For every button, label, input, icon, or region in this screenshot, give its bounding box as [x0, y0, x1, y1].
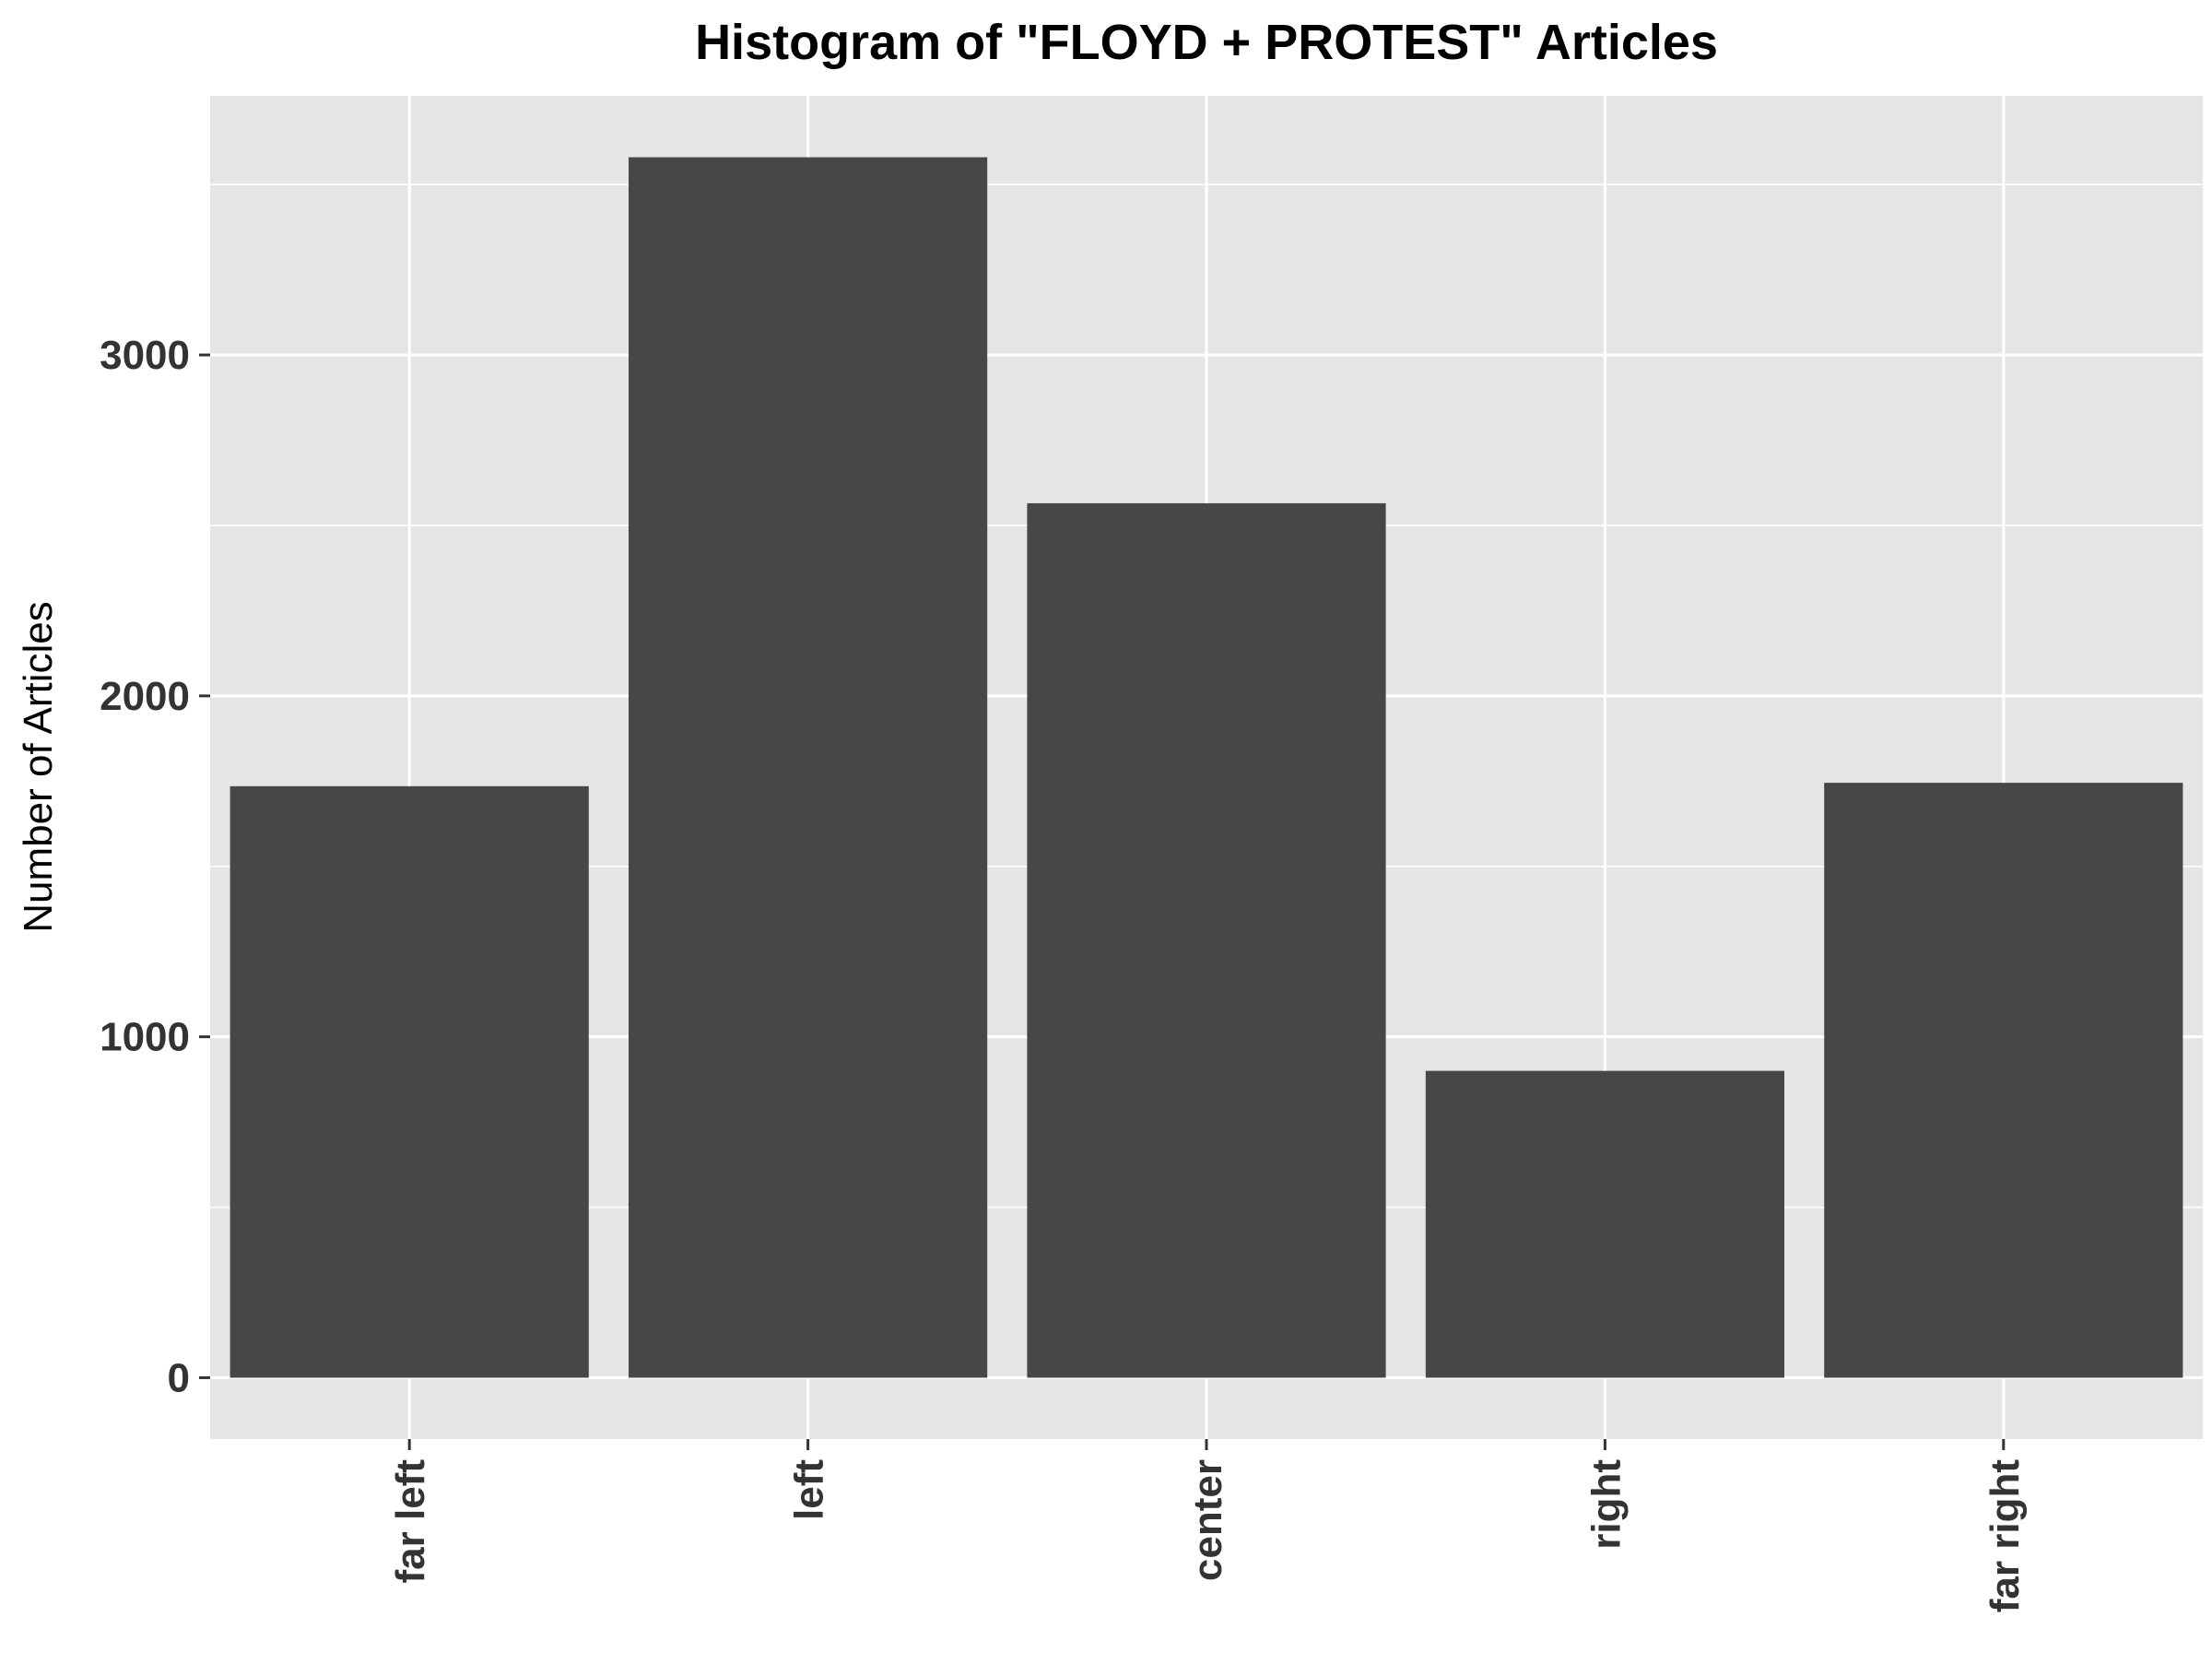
- bar-right: [1425, 1070, 1784, 1378]
- y-axis-ticks: 0 1000 2000 3000: [100, 333, 210, 1400]
- x-tick-label: center: [1185, 1459, 1230, 1581]
- bar-center: [1027, 502, 1386, 1378]
- bar-far-right: [1824, 783, 2183, 1378]
- x-tick-label: far left: [388, 1459, 433, 1584]
- x-tick-label: left: [787, 1459, 832, 1520]
- x-tick-label: far right: [1983, 1459, 2028, 1613]
- x-tick-label: right: [1583, 1459, 1629, 1550]
- y-tick-label: 1000: [100, 1015, 190, 1060]
- y-tick-label: 2000: [100, 674, 190, 719]
- x-axis-ticks: far left left center right far right: [388, 1439, 2028, 1612]
- bars: [229, 157, 2183, 1378]
- chart-title: Histogram of "FLOYD + PROTEST" Articles: [695, 15, 1718, 70]
- y-tick-label: 0: [168, 1355, 190, 1400]
- bar-far-left: [229, 785, 589, 1378]
- y-axis-label: Number of Articles: [16, 601, 61, 932]
- y-tick-label: 3000: [100, 333, 190, 378]
- bar-left: [629, 157, 988, 1378]
